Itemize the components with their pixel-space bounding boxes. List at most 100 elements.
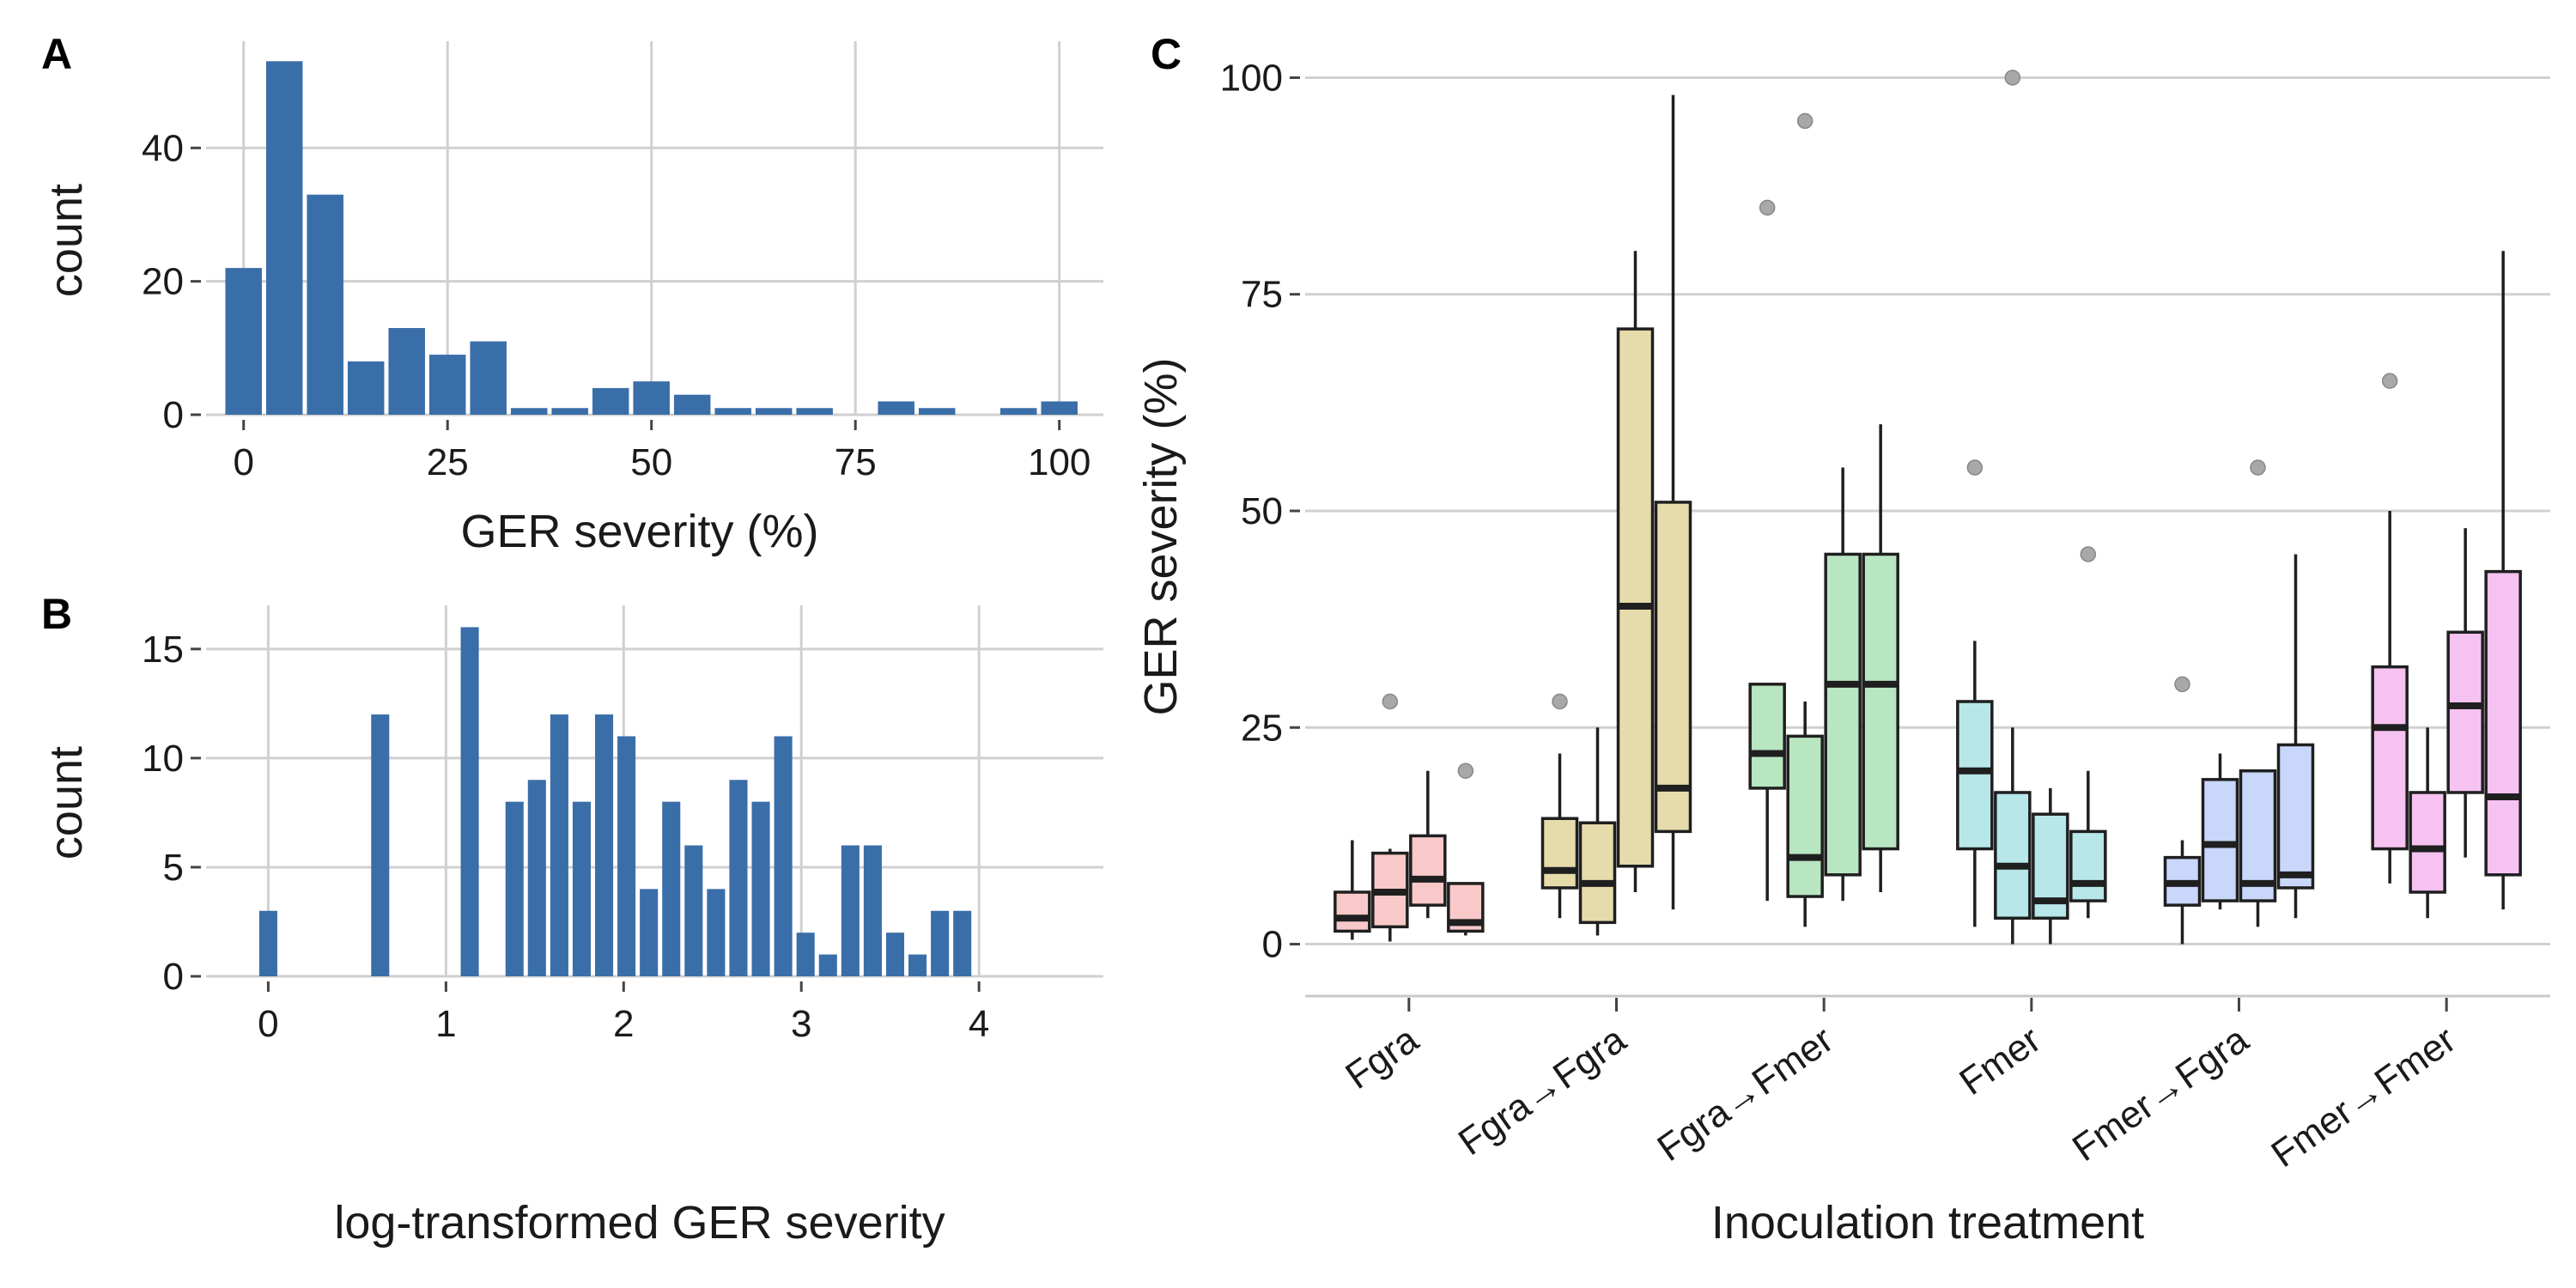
histogram-bar bbox=[388, 328, 425, 415]
y-tick-label: 25 bbox=[1241, 707, 1283, 749]
histogram-bar bbox=[863, 845, 882, 976]
histogram-bar bbox=[551, 408, 588, 415]
histogram-bar bbox=[714, 408, 751, 415]
histogram-bar bbox=[841, 845, 860, 976]
x-tick-label: 1 bbox=[435, 1003, 456, 1045]
histogram-bar bbox=[818, 954, 837, 976]
histogram-bar bbox=[572, 801, 591, 976]
x-tick-label: 75 bbox=[835, 441, 877, 483]
outlier-point bbox=[2080, 546, 2097, 562]
x-tick-label: 100 bbox=[1028, 441, 1091, 483]
y-tick-label: 75 bbox=[1241, 274, 1283, 316]
histogram-bar bbox=[550, 714, 568, 976]
box-iqr bbox=[1409, 834, 1447, 907]
histogram-bar bbox=[258, 910, 277, 976]
histogram-bar bbox=[684, 845, 703, 976]
histogram-panel-a: 0 25 50 75 100 0 20 40 GER severity (%) count bbox=[40, 41, 1103, 557]
histogram-bar bbox=[428, 355, 466, 415]
histogram-bar bbox=[307, 194, 343, 416]
box-iqr bbox=[1578, 821, 1617, 925]
x-axis-label-a: GER severity (%) bbox=[460, 506, 818, 557]
histogram-bar bbox=[999, 408, 1037, 415]
x-tick-label: 3 bbox=[791, 1003, 811, 1045]
x-tick-label: 4 bbox=[969, 1003, 989, 1045]
outlier-point bbox=[1457, 762, 1474, 779]
outlier-point bbox=[2174, 676, 2190, 693]
outlier-point bbox=[2250, 459, 2266, 476]
y-tick-label: 0 bbox=[163, 394, 184, 436]
y-tick-label: 15 bbox=[142, 629, 184, 671]
y-tick-label: 10 bbox=[142, 738, 184, 780]
histogram-bar bbox=[751, 801, 770, 976]
x-tick-label: Fmer→Fmer bbox=[2264, 1018, 2464, 1176]
box-iqr bbox=[2446, 630, 2484, 794]
histogram-bar bbox=[640, 889, 659, 976]
histogram-bar bbox=[505, 801, 524, 976]
outlier-point bbox=[2004, 70, 2021, 86]
histogram-bar bbox=[225, 268, 262, 415]
y-tick-label: 40 bbox=[142, 127, 184, 169]
histogram-bar bbox=[265, 61, 303, 415]
box-iqr bbox=[1654, 501, 1692, 834]
y-axis-label-c: GER severity (%) bbox=[1135, 357, 1187, 715]
box-iqr bbox=[1786, 734, 1824, 898]
histogram-bar bbox=[592, 387, 629, 415]
histogram-bar bbox=[755, 408, 793, 415]
histogram-panel-b: 0 1 2 3 4 0 5 10 15 log-transformed GER severity… bbox=[40, 605, 1103, 1249]
box-iqr bbox=[2069, 829, 2107, 902]
x-axis-label-b: log-transformed GER severity bbox=[334, 1197, 945, 1249]
histogram-bar bbox=[1041, 401, 1078, 415]
x-tick-label: 0 bbox=[258, 1003, 278, 1045]
histogram-bar bbox=[527, 780, 546, 976]
histogram-bar bbox=[931, 910, 950, 976]
outlier-point bbox=[1759, 199, 1776, 216]
histogram-bar bbox=[617, 736, 636, 976]
x-tick-label: Fgra→Fgra bbox=[1451, 1018, 1634, 1163]
histogram-bar bbox=[796, 933, 815, 976]
panel-letter-b: B bbox=[41, 590, 72, 638]
histogram-bar bbox=[371, 714, 390, 976]
histogram-bar bbox=[707, 889, 726, 976]
box-iqr bbox=[1994, 791, 2032, 920]
y-axis-label-b: count bbox=[40, 746, 92, 860]
box-iqr bbox=[2201, 778, 2239, 902]
box-iqr bbox=[2484, 569, 2522, 877]
histogram-bar bbox=[594, 714, 614, 976]
histogram-bar bbox=[470, 341, 507, 415]
histogram-bar bbox=[796, 408, 833, 415]
x-tick-label: Fmer bbox=[1952, 1018, 2048, 1103]
box-iqr bbox=[2371, 665, 2409, 851]
box-iqr bbox=[1956, 700, 1994, 851]
x-tick-label: 2 bbox=[613, 1003, 634, 1045]
panel-letter-c: C bbox=[1151, 30, 1182, 78]
x-axis-label-c: Inoculation treatment bbox=[1711, 1197, 2144, 1249]
histogram-bar bbox=[774, 736, 793, 976]
y-tick-label: 50 bbox=[1241, 490, 1283, 532]
x-tick-label: 25 bbox=[427, 441, 469, 483]
x-tick-label: Fmer→Fgra bbox=[2065, 1018, 2257, 1170]
box-iqr bbox=[1748, 683, 1786, 790]
y-tick-label: 100 bbox=[1220, 57, 1283, 99]
histogram-bar bbox=[662, 801, 681, 976]
box-iqr bbox=[2409, 791, 2446, 894]
histogram-bar bbox=[878, 401, 914, 415]
histogram-bar bbox=[885, 933, 905, 976]
x-tick-label: Fgra bbox=[1338, 1018, 1426, 1097]
y-axis-label-a: count bbox=[40, 184, 92, 297]
box-iqr bbox=[1334, 890, 1371, 933]
box-iqr bbox=[2239, 769, 2277, 902]
histogram-bar bbox=[918, 408, 956, 415]
histogram-bar bbox=[460, 627, 479, 976]
y-tick-label: 20 bbox=[142, 261, 184, 303]
box-iqr bbox=[1824, 552, 1862, 877]
box-iqr bbox=[1540, 817, 1579, 890]
histogram-bar bbox=[908, 954, 927, 976]
box-iqr bbox=[1862, 552, 1899, 851]
outlier-point bbox=[1552, 693, 1568, 710]
outlier-point bbox=[1966, 459, 1984, 476]
y-tick-label: 5 bbox=[163, 847, 184, 889]
y-tick-label: 0 bbox=[1262, 924, 1283, 966]
x-tick-label: 50 bbox=[630, 441, 672, 483]
